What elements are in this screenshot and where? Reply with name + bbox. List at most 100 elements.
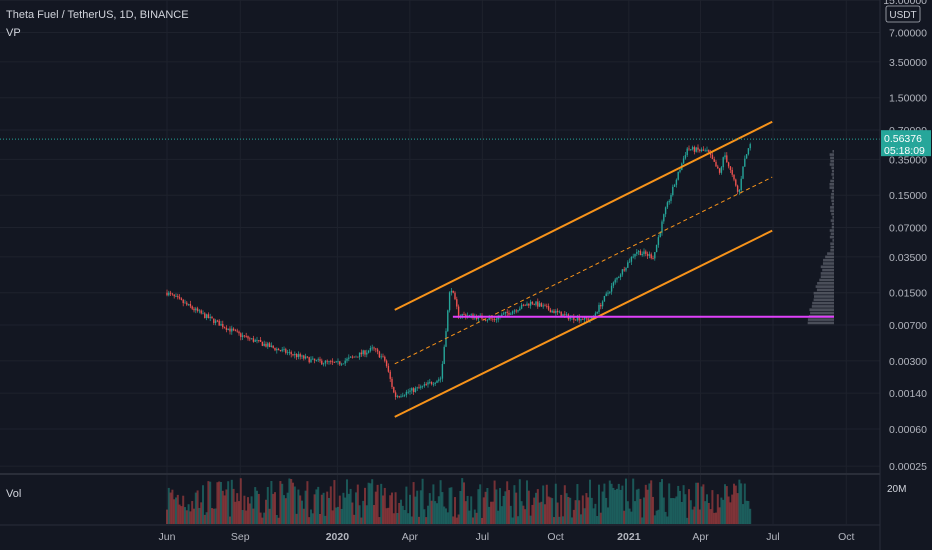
volume-bar bbox=[517, 516, 519, 524]
volume-profile-bar bbox=[831, 166, 834, 170]
volume-bar bbox=[527, 490, 530, 524]
candle-body bbox=[360, 352, 363, 355]
volume-bar bbox=[189, 511, 192, 524]
volume-bar bbox=[693, 506, 696, 524]
symbol-title[interactable]: Theta Fuel / TetherUS, 1D, BINANCE bbox=[6, 9, 189, 21]
volume-bar bbox=[612, 487, 615, 524]
candle-body bbox=[533, 303, 535, 305]
volume-bar bbox=[617, 483, 620, 524]
candle-body bbox=[616, 277, 618, 280]
candle-body bbox=[225, 327, 228, 330]
candle-body bbox=[673, 184, 676, 187]
candle-body bbox=[702, 149, 705, 151]
candle-body bbox=[369, 348, 372, 351]
candle-body bbox=[427, 382, 429, 385]
volume-profile-bar bbox=[830, 179, 834, 183]
price-tick-label: 15.00000 bbox=[883, 0, 927, 7]
candle-body bbox=[461, 314, 463, 316]
candle-body bbox=[583, 316, 586, 320]
candle-body bbox=[654, 252, 656, 259]
candle-body bbox=[625, 267, 627, 271]
volume-bar bbox=[304, 490, 307, 524]
volume-bar bbox=[603, 483, 606, 524]
volume-bar bbox=[423, 509, 426, 524]
candle-body bbox=[193, 308, 195, 311]
volume-bar bbox=[448, 487, 451, 524]
time-axis[interactable]: Jun Sep 2020 Apr Jul Oct 2021 Apr Jul Oct bbox=[0, 524, 880, 543]
volume-bar bbox=[178, 504, 181, 524]
candle-body bbox=[391, 378, 393, 388]
volume-bar bbox=[425, 517, 428, 524]
volume-bar bbox=[257, 493, 260, 524]
candle-body bbox=[315, 360, 318, 361]
volume-bar bbox=[355, 492, 357, 524]
volume-bar bbox=[230, 479, 233, 524]
volume-bar bbox=[490, 501, 492, 524]
candle-body bbox=[596, 311, 598, 314]
volume-bar bbox=[223, 495, 226, 524]
volume-bar bbox=[598, 484, 600, 524]
indicator-vp-label[interactable]: VP bbox=[6, 27, 21, 39]
candle-body bbox=[538, 303, 541, 307]
candle-body bbox=[540, 303, 543, 307]
volume-bar bbox=[173, 499, 176, 524]
candle-body bbox=[715, 161, 717, 167]
candle-body bbox=[348, 357, 350, 359]
volume-profile-bar bbox=[831, 225, 834, 229]
volume-bar bbox=[373, 505, 375, 524]
volume-bar bbox=[718, 507, 721, 524]
volume-bar bbox=[288, 478, 291, 524]
candle-body bbox=[288, 352, 291, 353]
volume-bar bbox=[250, 496, 253, 524]
candle-body bbox=[351, 356, 354, 358]
candle-body bbox=[684, 155, 687, 159]
volume-bar bbox=[479, 484, 482, 524]
candle-body bbox=[601, 301, 604, 307]
candle-body bbox=[166, 292, 168, 296]
volume-profile-bar bbox=[807, 318, 834, 321]
volume-bar bbox=[520, 501, 523, 524]
candle-body bbox=[216, 320, 219, 322]
volume-profile-bar bbox=[816, 288, 834, 292]
price-axis[interactable]: 15.000007.000003.500001.500000.700000.35… bbox=[879, 0, 932, 550]
candle-body bbox=[346, 358, 348, 361]
volume-bar bbox=[675, 496, 678, 524]
candle-body bbox=[556, 310, 559, 313]
volume-bar bbox=[254, 487, 257, 524]
volume-pane-label[interactable]: Vol bbox=[6, 488, 22, 500]
volume-profile-bar bbox=[832, 216, 834, 219]
volume-bar bbox=[439, 480, 442, 524]
volume-bar bbox=[499, 488, 501, 524]
volume-bar bbox=[207, 481, 210, 524]
volume-bar bbox=[594, 503, 597, 524]
volume-bar bbox=[205, 512, 208, 524]
volume-bar bbox=[679, 490, 681, 524]
volume-bar bbox=[450, 487, 453, 524]
candle-body bbox=[513, 310, 516, 312]
candle-body bbox=[301, 355, 303, 357]
volume-bar bbox=[367, 482, 370, 524]
volume-bar bbox=[589, 479, 591, 524]
candle-body bbox=[497, 316, 499, 320]
candle-body bbox=[328, 361, 330, 363]
candle-body bbox=[646, 253, 649, 256]
candle-body bbox=[648, 254, 651, 256]
time-tick-label: Apr bbox=[402, 531, 419, 543]
countdown-label: 05:18:09 bbox=[884, 145, 925, 157]
candle-body bbox=[639, 251, 642, 256]
volume-bar bbox=[623, 510, 626, 524]
volume-bar bbox=[421, 478, 424, 524]
candle-body bbox=[729, 166, 732, 170]
volume-bar bbox=[403, 510, 406, 524]
volume-bar bbox=[515, 492, 518, 524]
candle-body bbox=[628, 261, 631, 263]
candle-body bbox=[236, 330, 238, 332]
volume-bar bbox=[531, 504, 534, 524]
volume-bar bbox=[716, 494, 719, 524]
volume-profile-bar bbox=[820, 265, 834, 269]
candle-body bbox=[573, 316, 575, 320]
volume-bar bbox=[209, 481, 212, 524]
candle-body bbox=[303, 355, 305, 359]
candle-body bbox=[726, 155, 728, 163]
